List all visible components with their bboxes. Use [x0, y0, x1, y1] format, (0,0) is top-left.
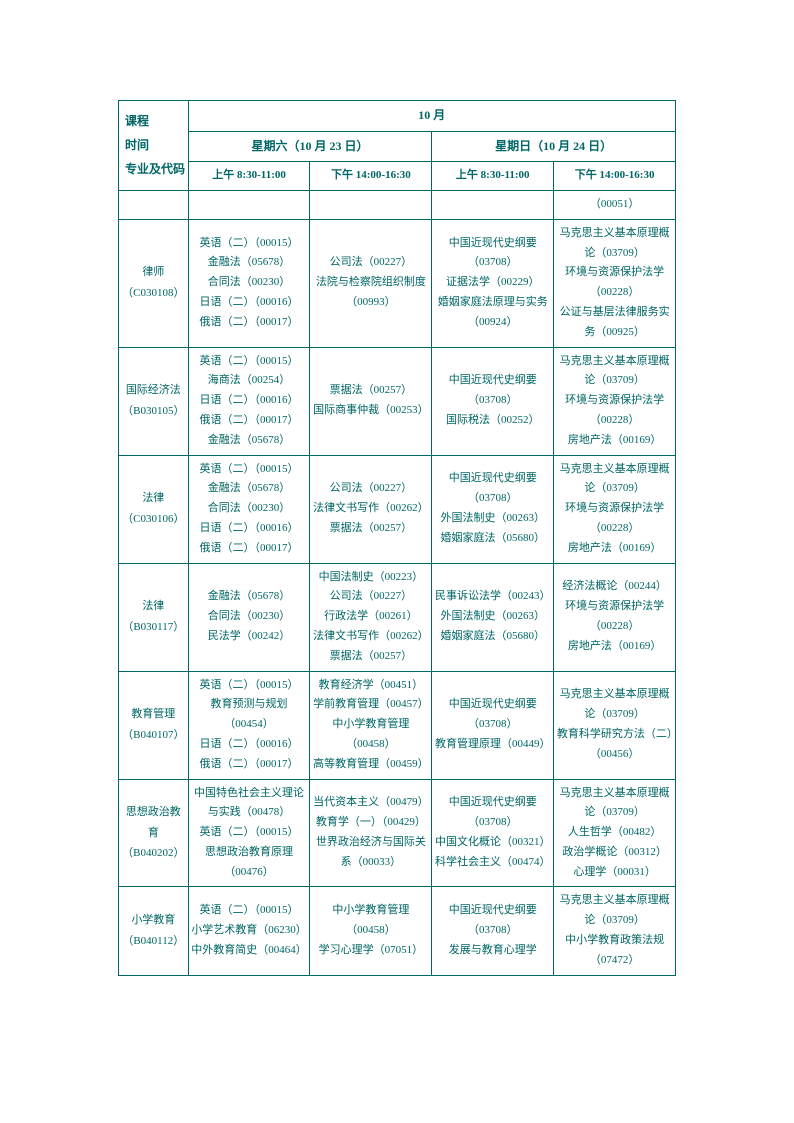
schedule-cell: 马克思主义基本原理概论（03709）教育科学研究方法（二）（00456） [554, 671, 676, 779]
session-header: 上午 8:30-11:00 [188, 162, 310, 191]
schedule-cell: 中国特色社会主义理论与实践（00478）英语（二）（00015）思想政治教育原理… [188, 779, 310, 887]
partial-cell [432, 190, 554, 219]
partial-cell: （00051） [554, 190, 676, 219]
row-label: 小学教育（B040112） [119, 887, 189, 975]
row-label: 律师（C030108） [119, 219, 189, 347]
rowhead-line: 专业及代码 [125, 162, 185, 176]
schedule-cell: 经济法概论（00244）环境与资源保护法学（00228）房地产法（00169） [554, 563, 676, 671]
schedule-cell: 中国近现代史纲要（03708）教育管理原理（00449） [432, 671, 554, 779]
day-header-sun: 星期日（10 月 24 日） [432, 131, 676, 162]
partial-row: （00051） [119, 190, 676, 219]
table-row: 思想政治教育（B040202）中国特色社会主义理论与实践（00478）英语（二）… [119, 779, 676, 887]
schedule-cell: 公司法（00227）法院与检察院组织制度（00993） [310, 219, 432, 347]
schedule-cell: 金融法（05678）合同法（00230）民法学（00242） [188, 563, 310, 671]
table-row: 法律（B030117）金融法（05678）合同法（00230）民法学（00242… [119, 563, 676, 671]
schedule-cell: 马克思主义基本原理概论（03709）环境与资源保护法学（00228）房地产法（0… [554, 455, 676, 563]
table-row: 律师（C030108）英语（二）（00015）金融法（05678）合同法（002… [119, 219, 676, 347]
rowhead-line: 课程 [125, 114, 149, 128]
row-header-label: 课程 时间 专业及代码 [119, 101, 189, 191]
schedule-cell: 中国法制史（00223）公司法（00227）行政法学（00261）法律文书写作（… [310, 563, 432, 671]
schedule-cell: 马克思主义基本原理概论（03709）人生哲学（00482）政治学概论（00312… [554, 779, 676, 887]
partial-cell [119, 190, 189, 219]
rowhead-line: 时间 [125, 138, 149, 152]
exam-schedule-table: 课程 时间 专业及代码 10 月 星期六（10 月 23 日） 星期日（10 月… [118, 100, 676, 976]
row-label: 思想政治教育（B040202） [119, 779, 189, 887]
month-header: 10 月 [188, 101, 675, 132]
schedule-cell: 英语（二）（00015）金融法（05678）合同法（00230）日语（二）（00… [188, 219, 310, 347]
partial-cell [310, 190, 432, 219]
row-label: 法律（C030106） [119, 455, 189, 563]
schedule-cell: 中国近现代史纲要（03708）国际税法（00252） [432, 347, 554, 455]
day-header-sat: 星期六（10 月 23 日） [188, 131, 432, 162]
session-header: 上午 8:30-11:00 [432, 162, 554, 191]
schedule-cell: 中小学教育管理（00458）学习心理学（07051） [310, 887, 432, 975]
schedule-cell: 中国近现代史纲要（03708）外国法制史（00263）婚姻家庭法（05680） [432, 455, 554, 563]
session-header: 下午 14:00-16:30 [554, 162, 676, 191]
schedule-cell: 英语（二）（00015）海商法（00254）日语（二）（00016）俄语（二）（… [188, 347, 310, 455]
schedule-cell: 英语（二）（00015）金融法（05678）合同法（00230）日语（二）（00… [188, 455, 310, 563]
table-row: 法律（C030106）英语（二）（00015）金融法（05678）合同法（002… [119, 455, 676, 563]
table-row: 教育管理（B040107）英语（二）（00015）教育预测与规划（00454）日… [119, 671, 676, 779]
row-label: 国际经济法（B030105） [119, 347, 189, 455]
schedule-cell: 中国近现代史纲要（03708）中国文化概论（00321）科学社会主义（00474… [432, 779, 554, 887]
schedule-cell: 英语（二）（00015）小学艺术教育（06230）中外教育简史（00464） [188, 887, 310, 975]
schedule-cell: 中国近现代史纲要（03708）发展与教育心理学 [432, 887, 554, 975]
schedule-cell: 马克思主义基本原理概论（03709）中小学教育政策法规（07472） [554, 887, 676, 975]
table-row: 国际经济法（B030105）英语（二）（00015）海商法（00254）日语（二… [119, 347, 676, 455]
row-label: 教育管理（B040107） [119, 671, 189, 779]
row-label: 法律（B030117） [119, 563, 189, 671]
schedule-cell: 当代资本主义（00479）教育学（一）（00429）世界政治经济与国际关系（00… [310, 779, 432, 887]
table-row: 小学教育（B040112）英语（二）（00015）小学艺术教育（06230）中外… [119, 887, 676, 975]
schedule-cell: 马克思主义基本原理概论（03709）环境与资源保护法学（00228）公证与基层法… [554, 219, 676, 347]
session-header: 下午 14:00-16:30 [310, 162, 432, 191]
schedule-cell: 公司法（00227）法律文书写作（00262）票据法（00257） [310, 455, 432, 563]
schedule-cell: 中国近现代史纲要（03708）证据法学（00229）婚姻家庭法原理与实务（009… [432, 219, 554, 347]
schedule-cell: 教育经济学（00451）学前教育管理（00457）中小学教育管理（00458）高… [310, 671, 432, 779]
schedule-cell: 马克思主义基本原理概论（03709）环境与资源保护法学（00228）房地产法（0… [554, 347, 676, 455]
schedule-cell: 民事诉讼法学（00243）外国法制史（00263）婚姻家庭法（05680） [432, 563, 554, 671]
partial-cell [188, 190, 310, 219]
schedule-cell: 英语（二）（00015）教育预测与规划（00454）日语（二）（00016）俄语… [188, 671, 310, 779]
schedule-cell: 票据法（00257）国际商事仲裁（00253） [310, 347, 432, 455]
